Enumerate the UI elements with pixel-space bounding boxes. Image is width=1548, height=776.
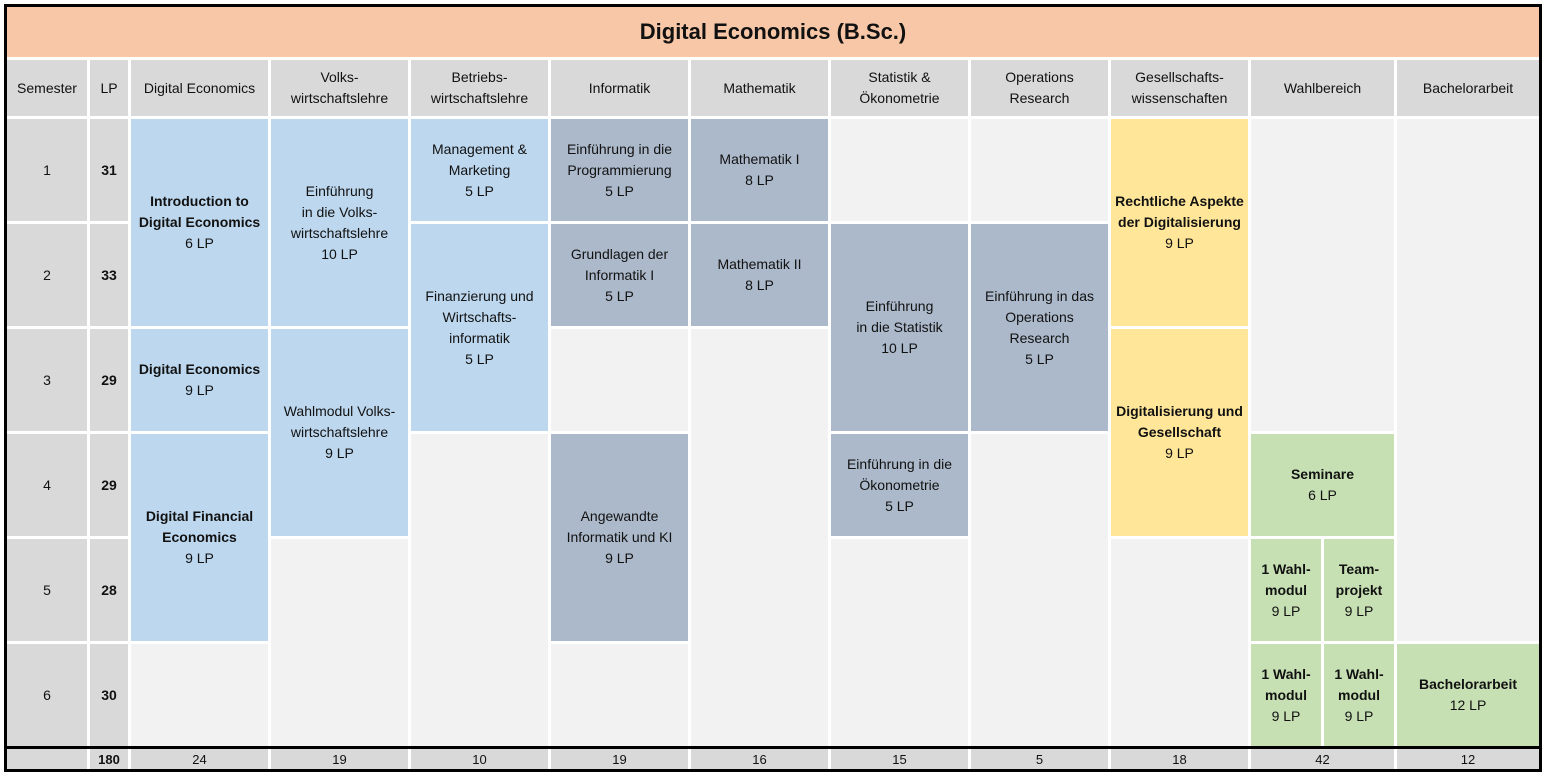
semester-cell: 6 [7, 644, 87, 746]
header-bwl: Betriebs-wirtschaftslehre [411, 60, 548, 116]
module-teamprojekt: Team-projekt 9 LP [1324, 539, 1394, 641]
module-angewandte-informatik-ki: Angewandte Informatik und KI 9 LP [551, 434, 688, 641]
empty-cell [1251, 119, 1394, 431]
total-wahlbereich: 42 [1251, 749, 1394, 769]
header-bachelorarbeit: Bachelorarbeit [1397, 60, 1539, 116]
module-finanzierung-wirtschaftsinformatik: Finanzierung und Wirtschafts-informatik 5 … [411, 224, 548, 431]
header-mathematik: Mathematik [691, 60, 828, 116]
semester-cell: 4 [7, 434, 87, 536]
total-bachelorarbeit: 12 [1397, 749, 1539, 769]
empty-cell [691, 329, 828, 746]
module-einfuehrung-operations-research: Einführung in das Operations Research 5 LP [971, 224, 1108, 431]
semester-lp-cell: 33 [90, 224, 128, 326]
semester-cell: 3 [7, 329, 87, 431]
module-management-marketing: Management & Marketing 5 LP [411, 119, 548, 221]
empty-cell [271, 539, 408, 746]
header-operations-research: Operations Research [971, 60, 1108, 116]
semester-cell: 1 [7, 119, 87, 221]
empty-cell [1397, 119, 1539, 641]
semester-cell: 5 [7, 539, 87, 641]
semester-lp-cell: 30 [90, 644, 128, 746]
module-einfuehrung-statistik: Einführung in die Statistik 10 LP [831, 224, 968, 431]
page-title: Digital Economics (B.Sc.) [7, 7, 1539, 57]
total-vwl: 19 [271, 749, 408, 769]
total-informatik: 19 [551, 749, 688, 769]
header-semester: Semester [7, 60, 87, 116]
empty-cell [411, 434, 548, 746]
empty-cell [551, 644, 688, 746]
module-introduction-digital-economics: Introduction to Digital Economics 6 LP [131, 119, 268, 326]
totals-divider [7, 746, 1539, 749]
empty-cell [831, 119, 968, 221]
module-mathematik-2: Mathematik II 8 LP [691, 224, 828, 326]
total-bwl: 10 [411, 749, 548, 769]
total-semester-blank [7, 749, 87, 769]
header-digital-economics: Digital Economics [131, 60, 268, 116]
module-bachelorarbeit: Bachelorarbeit 12 LP [1397, 644, 1539, 746]
total-operations-research: 5 [971, 749, 1108, 769]
empty-cell [1111, 539, 1248, 746]
module-wahlmodul-semester6a: 1 Wahl-modul 9 LP [1251, 644, 1321, 746]
module-wahlmodul-semester5: 1 Wahl-modul 9 LP [1251, 539, 1321, 641]
semester-lp-cell: 29 [90, 434, 128, 536]
empty-cell [971, 434, 1108, 746]
module-digital-financial-economics: Digital Financial Economics 9 LP [131, 434, 268, 641]
header-lp: LP [90, 60, 128, 116]
header-wahlbereich: Wahlbereich [1251, 60, 1394, 116]
semester-lp-cell: 31 [90, 119, 128, 221]
header-gesellschaft: Gesellschafts-wissenschaften [1111, 60, 1248, 116]
module-digitalisierung-gesellschaft: Digitalisierung und Gesellschaft 9 LP [1111, 329, 1248, 536]
total-lp: 180 [90, 749, 128, 769]
module-digital-economics: Digital Economics 9 LP [131, 329, 268, 431]
total-gesellschaft: 18 [1111, 749, 1248, 769]
total-statistik: 15 [831, 749, 968, 769]
empty-cell [971, 119, 1108, 221]
module-einfuehrung-vwl: Einführung in die Volks-wirtschaftslehre 1… [271, 119, 408, 326]
total-mathematik: 16 [691, 749, 828, 769]
header-informatik: Informatik [551, 60, 688, 116]
semester-lp-cell: 29 [90, 329, 128, 431]
module-rechtliche-aspekte: Rechtliche Aspekte der Digitalisierung 9 L… [1111, 119, 1248, 326]
semester-cell: 2 [7, 224, 87, 326]
module-seminare: Seminare 6 LP [1251, 434, 1394, 536]
total-digital-economics: 24 [131, 749, 268, 769]
empty-cell [131, 644, 268, 746]
empty-cell [831, 539, 968, 746]
module-wahlmodul-semester6b: 1 Wahl-modul 9 LP [1324, 644, 1394, 746]
module-wahlmodul-vwl: Wahlmodul Volks-wirtschaftslehre 9 LP [271, 329, 408, 536]
header-statistik: Statistik & Ökonometrie [831, 60, 968, 116]
semester-lp-cell: 28 [90, 539, 128, 641]
header-vwl: Volks-wirtschaftslehre [271, 60, 408, 116]
module-einfuehrung-programmierung: Einführung in die Programmierung 5 LP [551, 119, 688, 221]
module-einfuehrung-oekonometrie: Einführung in die Ökonometrie 5 LP [831, 434, 968, 536]
empty-cell [551, 329, 688, 431]
